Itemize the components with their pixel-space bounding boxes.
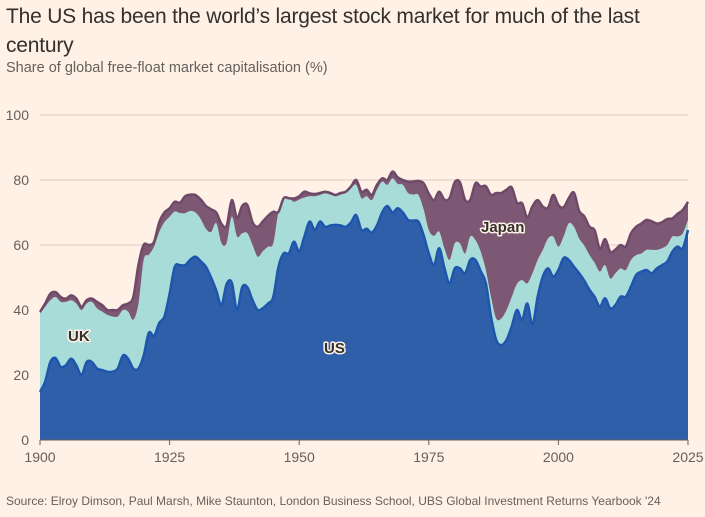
chart-subtitle: Share of global free-float market capita… <box>6 60 328 76</box>
chart-title: The US has been the world’s largest stoc… <box>6 5 640 57</box>
area-layers <box>38 170 690 440</box>
series-label-japan: Japan <box>481 219 524 236</box>
area-us <box>40 206 688 440</box>
line-japan <box>38 170 690 313</box>
x-tick-label-1975: 1975 <box>413 449 444 465</box>
series-label-us: US <box>324 340 345 357</box>
area-uk <box>40 178 688 392</box>
x-tick-label-2000: 2000 <box>543 449 574 465</box>
y-tick-label-40: 40 <box>13 302 29 318</box>
x-tick-label-1925: 1925 <box>154 449 185 465</box>
series-label-uk: UK <box>68 328 90 345</box>
line-us <box>38 204 690 393</box>
y-tick-label-60: 60 <box>13 237 29 253</box>
x-tick-label-1900: 1900 <box>24 449 55 465</box>
y-axis-labels: 0 20 40 60 80 100 <box>6 107 30 448</box>
y-tick-label-20: 20 <box>13 367 29 383</box>
y-tick-label-80: 80 <box>13 172 29 188</box>
source-note: Source: Elroy Dimson, Paul Marsh, Mike S… <box>6 494 661 508</box>
x-tick-label-2025: 2025 <box>672 449 703 465</box>
x-axis: 1900 1925 1950 1975 2000 2025 <box>24 439 704 465</box>
x-tick-label-1950: 1950 <box>284 449 315 465</box>
y-tick-label-0: 0 <box>21 432 29 448</box>
y-tick-label-100: 100 <box>6 107 30 123</box>
area-japan <box>40 171 688 321</box>
